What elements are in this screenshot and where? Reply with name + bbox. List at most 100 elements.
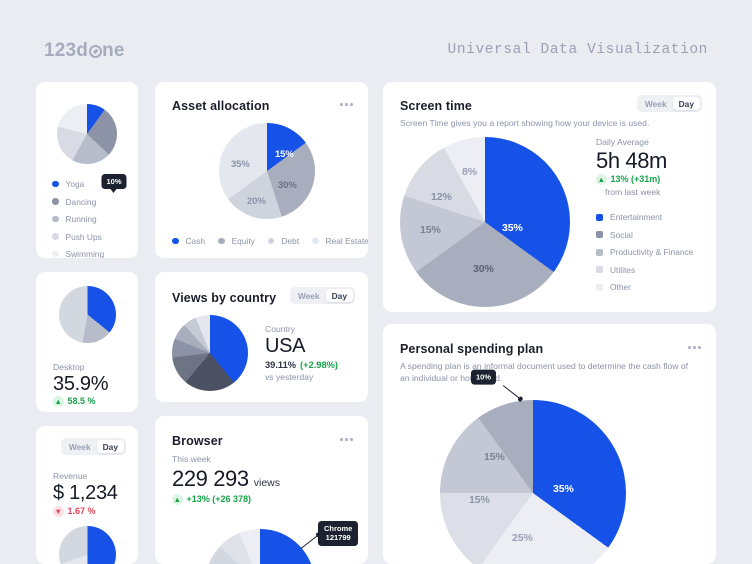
legend-swatch-icon — [267, 237, 275, 245]
slice-label-savings: 15% — [484, 451, 505, 463]
more-options-icon[interactable] — [688, 346, 701, 349]
arrow-up-icon: ▲ — [172, 494, 183, 505]
legend-swatch-icon — [312, 237, 319, 245]
legend-swatch-icon — [52, 233, 59, 240]
more-options-icon[interactable] — [340, 103, 353, 106]
toggle-option-week[interactable]: Week — [297, 290, 320, 301]
asset-allocation-card: Asset allocation 15% 30% 20% 35% Cash Eq… — [155, 82, 368, 258]
browser-pie-chart[interactable] — [205, 529, 315, 564]
browser-tooltip: Chrome 121799 — [318, 521, 359, 546]
spending-plan-tooltip: 10% — [470, 369, 496, 385]
legend-item[interactable]: Yoga — [52, 179, 104, 189]
page-title: Universal Data Visualization — [447, 42, 708, 58]
slice-label-real-estate: 35% — [231, 159, 250, 170]
legend-swatch-icon — [596, 266, 603, 273]
card-subtitle: A spending plan is an informal document … — [400, 361, 689, 384]
browser-value-unit: views — [253, 477, 280, 489]
slice-label-debt: 20% — [247, 196, 266, 207]
more-options-icon[interactable] — [340, 438, 353, 441]
activity-pie-chart[interactable] — [57, 104, 117, 164]
legend-label: Equity — [231, 236, 255, 246]
revenue-pie-chart[interactable] — [59, 526, 116, 564]
logo-text-first: 123d — [44, 40, 89, 61]
slice-label-other: 8% — [462, 166, 477, 178]
slice-label-transport: 15% — [469, 494, 490, 506]
tooltip-value: 121799 — [325, 533, 351, 543]
tooltip-value: 10% — [475, 372, 491, 382]
legend-swatch-icon — [52, 198, 59, 205]
legend-item[interactable]: Dancing — [52, 197, 104, 207]
legend-swatch-icon — [596, 283, 603, 291]
legend-item[interactable]: Other — [596, 282, 693, 292]
logo-done-icon — [88, 44, 102, 58]
arrow-up-icon: ▲ — [596, 174, 607, 185]
desktop-pie-chart[interactable] — [59, 286, 116, 343]
toggle-option-day[interactable]: Day — [96, 440, 124, 454]
card-title: Browser — [172, 434, 223, 448]
slice-label-productivity: 15% — [420, 224, 441, 236]
legend-label: Debt — [281, 236, 300, 246]
card-title: Personal spending plan — [400, 342, 544, 356]
spending-plan-tooltip-leader — [502, 385, 521, 400]
browser-card: Browser This week 229 293 views ▲ +13% (… — [155, 416, 368, 564]
legend-item[interactable]: Entertainment — [596, 212, 693, 222]
asset-allocation-legend: Cash Equity Debt Real Estate — [172, 236, 368, 246]
slice-label-housing: 35% — [553, 483, 574, 495]
screen-time-delta-value: 13% (+31m) — [610, 174, 661, 185]
toggle-option-day[interactable]: Day — [672, 97, 700, 111]
revenue-range-toggle[interactable]: Week Day — [60, 438, 126, 456]
legend-label: Other — [610, 282, 631, 292]
spending-plan-pie-chart[interactable] — [440, 400, 626, 564]
legend-swatch-icon — [596, 231, 603, 238]
slice-label-entertainment: 35% — [502, 222, 523, 234]
legend-swatch-icon — [52, 180, 59, 188]
country-kicker: Country — [265, 324, 296, 334]
revenue-delta-value: 1.67 % — [67, 506, 96, 517]
country-value: USA — [265, 335, 306, 357]
legend-swatch-icon — [172, 237, 179, 245]
slice-label-utilites: 12% — [431, 191, 452, 203]
screen-time-range-toggle[interactable]: Week Day — [636, 95, 702, 113]
legend-item[interactable]: Swimming — [52, 249, 104, 258]
revenue-delta: ▼ 1.67 % — [53, 506, 96, 517]
country-delta: (+2.98%) — [300, 360, 339, 370]
views-by-country-pie-chart[interactable] — [172, 315, 248, 391]
browser-delta: ▲ +13% (+26 378) — [172, 494, 251, 505]
revenue-card: Week Day Revenue $ 1,234 ▼ 1.67 % — [36, 426, 138, 564]
card-title: Asset allocation — [172, 99, 270, 113]
toggle-option-week[interactable]: Week — [68, 441, 91, 452]
legend-label: Real Estate — [325, 236, 368, 246]
toggle-option-day[interactable]: Day — [325, 289, 353, 303]
screen-time-legend: Entertainment Social Productivity & Fina… — [596, 212, 693, 292]
legend-label: Push Ups — [65, 231, 102, 242]
legend-item[interactable]: Productivity & Finance — [596, 247, 693, 257]
card-title: Screen time — [400, 99, 472, 113]
legend-label: Running — [65, 214, 97, 224]
daily-average-kicker: Daily Average — [596, 137, 649, 147]
activity-donut-card: 10% Yoga Dancing Running Push Ups — [36, 82, 138, 258]
legend-item[interactable]: Utilites — [596, 265, 693, 275]
legend-label: Yoga — [65, 179, 85, 189]
legend-item[interactable]: Equity — [218, 236, 255, 246]
views-range-toggle[interactable]: Week Day — [289, 287, 355, 305]
legend-item[interactable]: Debt — [267, 236, 300, 246]
toggle-option-week[interactable]: Week — [644, 98, 667, 109]
legend-label: Dancing — [65, 196, 97, 207]
legend-label: Productivity & Finance — [610, 247, 694, 257]
screen-time-pie-chart[interactable] — [400, 137, 570, 307]
slice-label-equity: 30% — [278, 180, 297, 191]
legend-item[interactable]: Social — [596, 230, 693, 240]
screen-time-delta-note: from last week — [605, 187, 661, 197]
legend-item[interactable]: Real Estate — [312, 236, 368, 246]
legend-item[interactable]: Running — [52, 214, 104, 224]
legend-item[interactable]: Push Ups — [52, 232, 104, 242]
card-subtitle: Screen Time gives you a report showing h… — [400, 118, 650, 128]
asset-allocation-pie-chart[interactable] — [219, 123, 315, 219]
slice-label-cash: 15% — [275, 149, 294, 160]
legend-item[interactable]: Cash — [172, 236, 205, 246]
revenue-kicker: Revenue — [53, 471, 88, 481]
legend-label: Cash — [185, 236, 206, 246]
screen-time-delta: ▲ 13% (+31m) — [596, 174, 660, 185]
legend-label: Swimming — [65, 249, 105, 258]
